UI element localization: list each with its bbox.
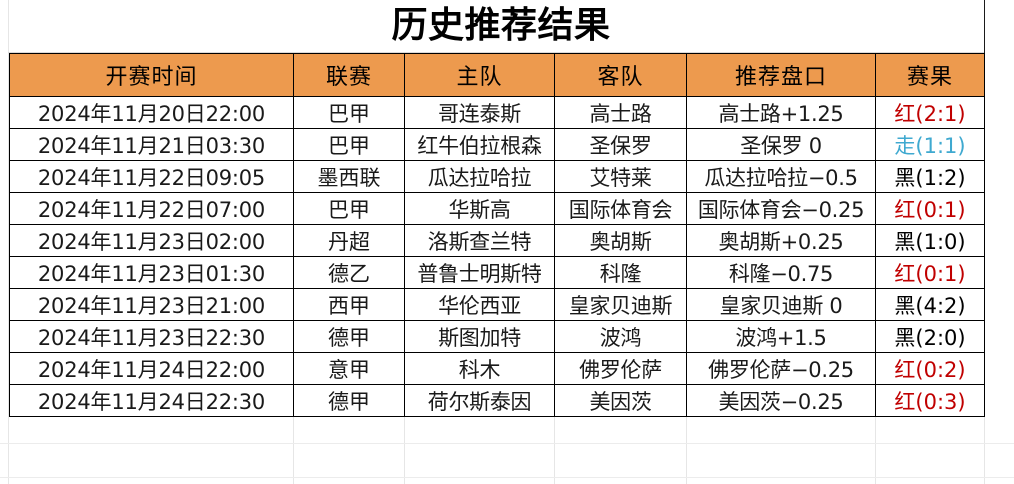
- cell-home-team[interactable]: 瓜达拉哈拉: [404, 160, 555, 193]
- cell-start-time[interactable]: 2024年11月23日22:30: [9, 320, 294, 353]
- cell-away-team[interactable]: 佛罗伦萨: [554, 352, 687, 385]
- column-header-result[interactable]: 赛果: [875, 53, 985, 97]
- cell-home-team[interactable]: 哥连泰斯: [404, 96, 555, 129]
- cell-start-time[interactable]: 2024年11月20日22:00: [9, 96, 294, 129]
- gridline-vertical: [686, 414, 687, 484]
- gridline-vertical: [984, 414, 985, 484]
- cell-home-team[interactable]: 华伦西亚: [404, 288, 555, 321]
- cell-start-time[interactable]: 2024年11月22日07:00: [9, 192, 294, 225]
- table-body: 2024年11月20日22:00 巴甲 哥连泰斯 高士路 高士路+1.25 红(…: [9, 96, 985, 417]
- history-results-table: 开赛时间 联赛 主队 客队 推荐盘口 赛果 2024年11月20日22:00 巴…: [9, 53, 985, 417]
- cell-league[interactable]: 德甲: [293, 384, 405, 417]
- cell-away-team[interactable]: 皇家贝迪斯: [554, 288, 687, 321]
- cell-away-team[interactable]: 高士路: [554, 96, 687, 129]
- gridline-vertical: [293, 414, 294, 484]
- cell-handicap[interactable]: 奥胡斯+0.25: [686, 224, 876, 257]
- header-row: 开赛时间 联赛 主队 客队 推荐盘口 赛果: [9, 53, 985, 97]
- cell-away-team[interactable]: 波鸿: [554, 320, 687, 353]
- cell-result[interactable]: 黑(1:0): [875, 224, 985, 257]
- gridline-horizontal: [0, 477, 1014, 478]
- cell-handicap[interactable]: 圣保罗 0: [686, 128, 876, 161]
- gridline-vertical: [875, 414, 876, 484]
- cell-league[interactable]: 意甲: [293, 352, 405, 385]
- cell-away-team[interactable]: 艾特莱: [554, 160, 687, 193]
- cell-home-team[interactable]: 荷尔斯泰因: [404, 384, 555, 417]
- cell-start-time[interactable]: 2024年11月24日22:30: [9, 384, 294, 417]
- cell-handicap[interactable]: 国际体育会−0.25: [686, 192, 876, 225]
- cell-start-time[interactable]: 2024年11月23日01:30: [9, 256, 294, 289]
- cell-handicap[interactable]: 高士路+1.25: [686, 96, 876, 129]
- page-title: 历史推荐结果: [391, 5, 611, 46]
- column-header-league[interactable]: 联赛: [293, 53, 405, 97]
- table-header: 开赛时间 联赛 主队 客队 推荐盘口 赛果: [9, 53, 985, 97]
- table-row[interactable]: 2024年11月22日09:05 墨西联 瓜达拉哈拉 艾特莱 瓜达拉哈拉−0.5…: [9, 160, 985, 193]
- cell-home-team[interactable]: 华斯高: [404, 192, 555, 225]
- table-row[interactable]: 2024年11月23日01:30 德乙 普鲁士明斯特 科隆 科隆−0.75 红(…: [9, 256, 985, 289]
- cell-result[interactable]: 黑(2:0): [875, 320, 985, 353]
- cell-handicap[interactable]: 瓜达拉哈拉−0.5: [686, 160, 876, 193]
- cell-result[interactable]: 黑(4:2): [875, 288, 985, 321]
- cell-league[interactable]: 巴甲: [293, 96, 405, 129]
- cell-league[interactable]: 西甲: [293, 288, 405, 321]
- table-row[interactable]: 2024年11月23日02:00 丹超 洛斯查兰特 奥胡斯 奥胡斯+0.25 黑…: [9, 224, 985, 257]
- cell-home-team[interactable]: 斯图加特: [404, 320, 555, 353]
- table-row[interactable]: 2024年11月22日07:00 巴甲 华斯高 国际体育会 国际体育会−0.25…: [9, 192, 985, 225]
- cell-league[interactable]: 巴甲: [293, 128, 405, 161]
- column-header-start-time[interactable]: 开赛时间: [9, 53, 294, 97]
- cell-league[interactable]: 巴甲: [293, 192, 405, 225]
- column-header-home-team[interactable]: 主队: [404, 53, 555, 97]
- cell-league[interactable]: 丹超: [293, 224, 405, 257]
- cell-home-team[interactable]: 普鲁士明斯特: [404, 256, 555, 289]
- cell-handicap[interactable]: 科隆−0.75: [686, 256, 876, 289]
- cell-away-team[interactable]: 国际体育会: [554, 192, 687, 225]
- cell-handicap[interactable]: 佛罗伦萨−0.25: [686, 352, 876, 385]
- cell-start-time[interactable]: 2024年11月22日09:05: [9, 160, 294, 193]
- gridline-horizontal: [0, 443, 1014, 444]
- cell-result[interactable]: 红(0:1): [875, 192, 985, 225]
- cell-home-team[interactable]: 红牛伯拉根森: [404, 128, 555, 161]
- cell-home-team[interactable]: 科木: [404, 352, 555, 385]
- cell-result[interactable]: 红(0:3): [875, 384, 985, 417]
- cell-start-time[interactable]: 2024年11月23日21:00: [9, 288, 294, 321]
- cell-league[interactable]: 德乙: [293, 256, 405, 289]
- cell-result[interactable]: 黑(1:2): [875, 160, 985, 193]
- cell-handicap[interactable]: 波鸿+1.5: [686, 320, 876, 353]
- cell-away-team[interactable]: 科隆: [554, 256, 687, 289]
- cell-handicap[interactable]: 美因茨−0.25: [686, 384, 876, 417]
- table-row[interactable]: 2024年11月23日22:30 德甲 斯图加特 波鸿 波鸿+1.5 黑(2:0…: [9, 320, 985, 353]
- cell-start-time[interactable]: 2024年11月21日03:30: [9, 128, 294, 161]
- cell-result[interactable]: 红(2:1): [875, 96, 985, 129]
- cell-away-team[interactable]: 奥胡斯: [554, 224, 687, 257]
- gridline-vertical: [554, 414, 555, 484]
- cell-home-team[interactable]: 洛斯查兰特: [404, 224, 555, 257]
- cell-league[interactable]: 德甲: [293, 320, 405, 353]
- cell-result[interactable]: 走(1:1): [875, 128, 985, 161]
- right-border-line: [984, 0, 985, 414]
- column-header-handicap[interactable]: 推荐盘口: [686, 53, 876, 97]
- gridline-vertical: [8, 0, 9, 484]
- cell-result[interactable]: 红(0:1): [875, 256, 985, 289]
- cell-result[interactable]: 红(0:2): [875, 352, 985, 385]
- table-row[interactable]: 2024年11月24日22:00 意甲 科木 佛罗伦萨 佛罗伦萨−0.25 红(…: [9, 352, 985, 385]
- table-row[interactable]: 2024年11月21日03:30 巴甲 红牛伯拉根森 圣保罗 圣保罗 0 走(1…: [9, 128, 985, 161]
- title-underline: [8, 52, 984, 53]
- table-row[interactable]: 2024年11月20日22:00 巴甲 哥连泰斯 高士路 高士路+1.25 红(…: [9, 96, 985, 129]
- cell-league[interactable]: 墨西联: [293, 160, 405, 193]
- table-row[interactable]: 2024年11月23日21:00 西甲 华伦西亚 皇家贝迪斯 皇家贝迪斯 0 黑…: [9, 288, 985, 321]
- column-header-away-team[interactable]: 客队: [554, 53, 687, 97]
- table-row[interactable]: 2024年11月24日22:30 德甲 荷尔斯泰因 美因茨 美因茨−0.25 红…: [9, 384, 985, 417]
- cell-start-time[interactable]: 2024年11月24日22:00: [9, 352, 294, 385]
- gridline-vertical: [404, 414, 405, 484]
- cell-away-team[interactable]: 圣保罗: [554, 128, 687, 161]
- sheet-title-band: 历史推荐结果: [0, 0, 1014, 52]
- cell-start-time[interactable]: 2024年11月23日02:00: [9, 224, 294, 257]
- cell-handicap[interactable]: 皇家贝迪斯 0: [686, 288, 876, 321]
- right-spill-column: [984, 0, 1014, 484]
- cell-away-team[interactable]: 美因茨: [554, 384, 687, 417]
